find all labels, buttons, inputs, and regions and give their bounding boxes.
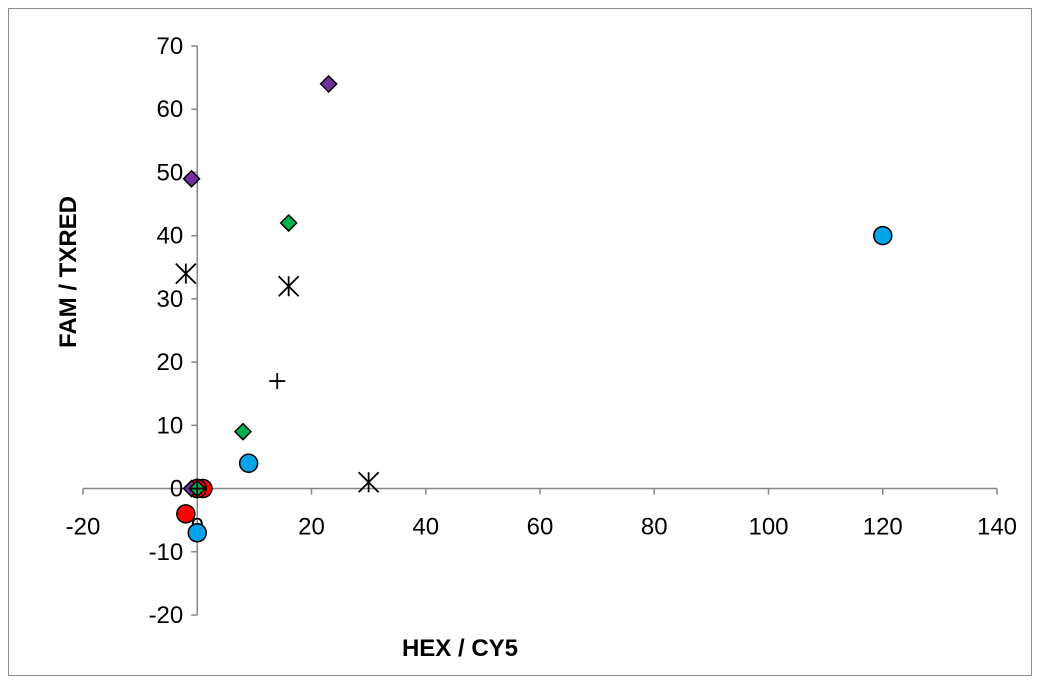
x-tick-label: 100 bbox=[748, 514, 788, 541]
x-tick-label: 120 bbox=[863, 514, 903, 541]
x-tick-label: 20 bbox=[298, 514, 325, 541]
data-point-plus bbox=[269, 373, 286, 390]
y-tick-label: 30 bbox=[157, 286, 184, 313]
data-point-asterisk bbox=[357, 471, 380, 493]
y-tick-label: 40 bbox=[157, 223, 184, 250]
y-tick-label: 50 bbox=[157, 159, 184, 186]
data-point-diamond bbox=[182, 169, 201, 188]
data-point-circle bbox=[873, 225, 893, 246]
data-point-circle bbox=[238, 453, 259, 474]
x-tick-label: 80 bbox=[641, 514, 668, 541]
x-tick-label: -20 bbox=[66, 514, 101, 541]
data-point-diamond bbox=[319, 74, 338, 93]
y-axis-title: FAM / TXRED bbox=[55, 196, 82, 348]
y-tick-label: -10 bbox=[149, 539, 184, 566]
data-point-asterisk bbox=[278, 275, 300, 297]
x-axis-title: HEX / CY5 bbox=[402, 635, 518, 662]
y-tick-label: 20 bbox=[157, 349, 184, 376]
tick-labels: -20020406080100120140-20-100102030405060… bbox=[66, 33, 1017, 629]
data-point-diamond bbox=[233, 422, 253, 441]
data-point-circle bbox=[176, 504, 196, 524]
data-point-diamond bbox=[279, 213, 298, 233]
y-tick-label: -20 bbox=[149, 602, 184, 629]
data-point-plus bbox=[189, 480, 206, 497]
data-point-circle bbox=[187, 523, 207, 543]
y-tick-label: 60 bbox=[157, 96, 184, 123]
data-points bbox=[175, 74, 893, 543]
x-tick-label: 60 bbox=[527, 514, 554, 541]
chart-frame bbox=[8, 8, 1032, 676]
data-point-asterisk bbox=[175, 262, 197, 285]
y-tick-label: 0 bbox=[170, 476, 183, 503]
x-tick-label: 140 bbox=[977, 514, 1017, 541]
x-tick-label: 40 bbox=[412, 514, 439, 541]
y-tick-label: 10 bbox=[157, 412, 184, 439]
y-tick-label: 70 bbox=[157, 33, 184, 60]
